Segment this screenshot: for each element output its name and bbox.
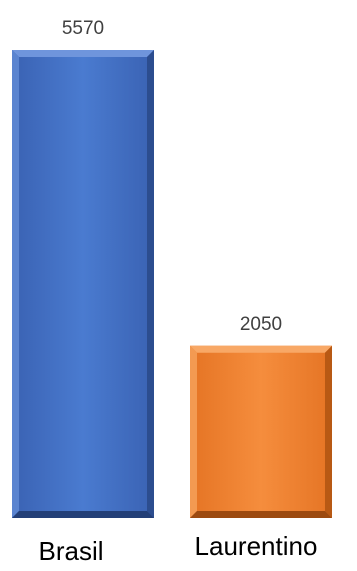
bar-face-laurentino bbox=[190, 345, 332, 518]
category-label-laurentino: Laurentino bbox=[195, 531, 318, 561]
bar-bevel-left-laurentino bbox=[190, 345, 197, 518]
bar-bevel-right-laurentino bbox=[325, 345, 332, 518]
category-label-brasil: Brasil bbox=[38, 536, 103, 566]
bar-bevel-top-laurentino bbox=[190, 345, 332, 353]
bar-bevel-right-brasil bbox=[147, 50, 154, 518]
value-label-laurentino: 2050 bbox=[240, 314, 282, 335]
bars-layer bbox=[12, 50, 332, 518]
bar-bevel-left-brasil bbox=[12, 50, 19, 518]
value-label-brasil: 5570 bbox=[62, 18, 104, 39]
bar-bevel-bottom-brasil bbox=[12, 511, 154, 518]
bar-laurentino bbox=[190, 345, 332, 518]
labels-layer: 5570 Brasil 2050 Laurentino bbox=[38, 18, 317, 566]
bar-bevel-bottom-laurentino bbox=[190, 511, 332, 518]
bar-face-brasil bbox=[12, 50, 154, 518]
bar-brasil bbox=[12, 50, 154, 518]
bar-bevel-top-brasil bbox=[12, 50, 154, 57]
